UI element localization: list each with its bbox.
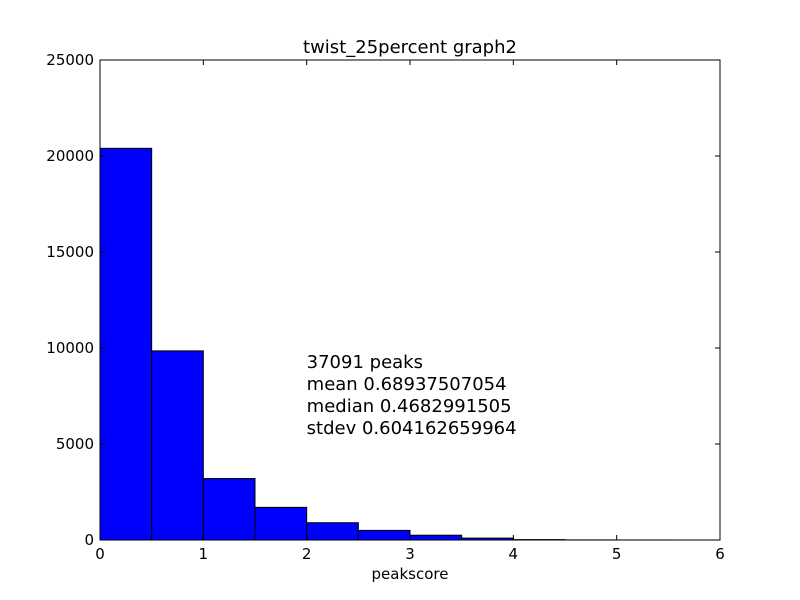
histogram-bar-5 [357, 529, 411, 541]
y-tick-label-5: 25000 [46, 51, 94, 69]
histogram-bar-6 [409, 534, 463, 541]
histogram-bar-3 [254, 506, 308, 541]
y-tick-label-0: 0 [84, 531, 94, 549]
histogram-bar-0 [99, 147, 153, 541]
x-tick-label-1: 1 [199, 545, 209, 563]
chart-title: twist_25percent graph2 [303, 37, 517, 58]
histogram-bar-2 [202, 478, 256, 541]
plot-frame [99, 59, 721, 541]
stats-line-3: stdev 0.604162659964 [307, 418, 517, 439]
stats-line-2: median 0.4682991505 [307, 396, 512, 417]
x-tick-label-4: 4 [509, 545, 519, 563]
y-tick-label-3: 15000 [46, 243, 94, 261]
stats-line-0: 37091 peaks [307, 352, 423, 373]
x-tick-label-3: 3 [405, 545, 415, 563]
x-tick-label-6: 6 [715, 545, 725, 563]
ticks-layer: 0 1 2 3 4 5 6 0 5000 10000 15000 20000 25000 [46, 51, 724, 563]
x-tick-label-5: 5 [612, 545, 622, 563]
y-tick-label-2: 10000 [46, 339, 94, 357]
histogram-bar-4 [306, 522, 359, 541]
x-axis-label: peakscore [372, 565, 449, 583]
histogram-bar-1 [151, 350, 204, 541]
y-tick-label-1: 5000 [56, 435, 94, 453]
bars-layer [99, 147, 721, 541]
stats-line-1: mean 0.68937507054 [307, 374, 507, 395]
x-tick-label-0: 0 [95, 545, 105, 563]
x-tick-label-2: 2 [302, 545, 312, 563]
y-tick-label-4: 20000 [46, 147, 94, 165]
